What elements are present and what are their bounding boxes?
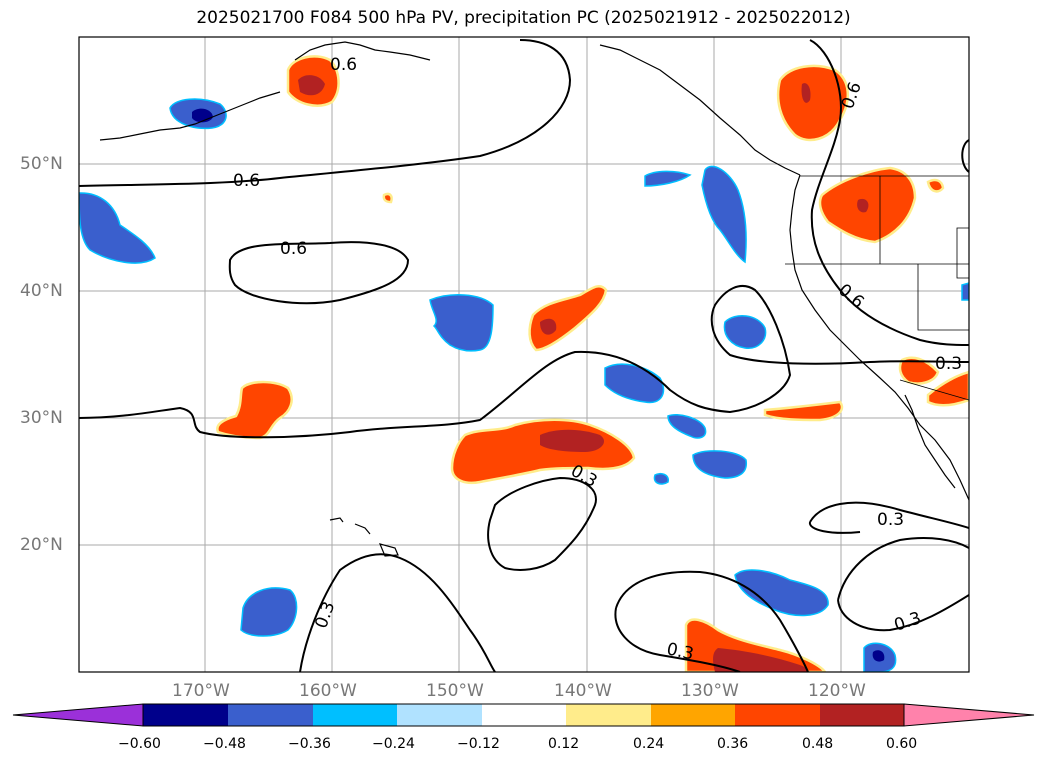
colorbar-segment bbox=[651, 704, 735, 726]
colorbar-segment bbox=[482, 704, 566, 726]
pv-contours bbox=[79, 39, 969, 672]
colorbar-tick-label: −0.36 bbox=[288, 736, 331, 752]
lat-tick-label: 50°N bbox=[20, 154, 63, 174]
lon-tick-label: 170°W bbox=[172, 681, 230, 701]
colorbar-extend-high bbox=[903, 703, 1035, 727]
colorbar-tick-label: −0.60 bbox=[118, 736, 161, 752]
strong-positive-cores bbox=[298, 75, 869, 672]
positive-anomaly-areas bbox=[216, 55, 969, 672]
colorbar-extend-low bbox=[12, 703, 144, 727]
contour-labels: 0.6 0.6 0.6 0.6 0.6 0.3 0.3 0.3 0.3 0.3 … bbox=[233, 55, 962, 665]
colorbar-tick-label: 0.60 bbox=[886, 736, 918, 752]
contour-label: 0.6 bbox=[233, 171, 260, 191]
contour-label: 0.3 bbox=[892, 608, 924, 635]
colorbar-tick-label: −0.48 bbox=[203, 736, 246, 752]
contour-label: 0.3 bbox=[665, 639, 696, 664]
lon-tick-label: 120°W bbox=[808, 681, 866, 701]
lat-tick-label: 40°N bbox=[20, 281, 63, 301]
contour-label: 0.3 bbox=[877, 510, 904, 530]
contour-label: 0.6 bbox=[330, 55, 357, 75]
negative-anomaly-areas bbox=[79, 98, 969, 672]
contour-label: 0.3 bbox=[311, 599, 339, 631]
colorbar-segment bbox=[735, 704, 820, 726]
colorbar-segment bbox=[313, 704, 397, 726]
colorbar-tick-label: 0.48 bbox=[802, 736, 834, 752]
map-title: 2025021700 F084 500 hPa PV, precipitatio… bbox=[196, 8, 851, 28]
lon-tick-label: 160°W bbox=[299, 681, 357, 701]
colorbar-segment bbox=[566, 704, 651, 726]
colorbar-tick-label: 0.24 bbox=[633, 736, 665, 752]
coastlines bbox=[99, 41, 969, 557]
colorbar-tick-label: −0.24 bbox=[372, 736, 415, 752]
political-borders bbox=[785, 175, 969, 401]
colorbar-segment bbox=[397, 704, 482, 726]
contour-label: 0.3 bbox=[935, 354, 962, 374]
colorbar-segment bbox=[820, 704, 904, 726]
lon-tick-label: 150°W bbox=[426, 681, 484, 701]
colorbar-tick-label: 0.12 bbox=[548, 736, 580, 752]
lat-tick-label: 20°N bbox=[20, 535, 63, 555]
colorbar-segment bbox=[228, 704, 313, 726]
colorbar-tick-label: −0.12 bbox=[457, 736, 500, 752]
lat-tick-label: 30°N bbox=[20, 408, 63, 428]
plot-frame bbox=[78, 36, 970, 673]
gridlines bbox=[79, 37, 969, 672]
lon-tick-label: 130°W bbox=[681, 681, 739, 701]
lon-tick-label: 140°W bbox=[554, 681, 612, 701]
contour-label: 0.6 bbox=[280, 239, 307, 259]
colorbar bbox=[12, 703, 1035, 727]
colorbar-segment bbox=[143, 704, 228, 726]
map-plot-area bbox=[79, 37, 969, 672]
contour-label: 0.6 bbox=[834, 280, 868, 313]
colorbar-tick-label: 0.36 bbox=[717, 736, 749, 752]
